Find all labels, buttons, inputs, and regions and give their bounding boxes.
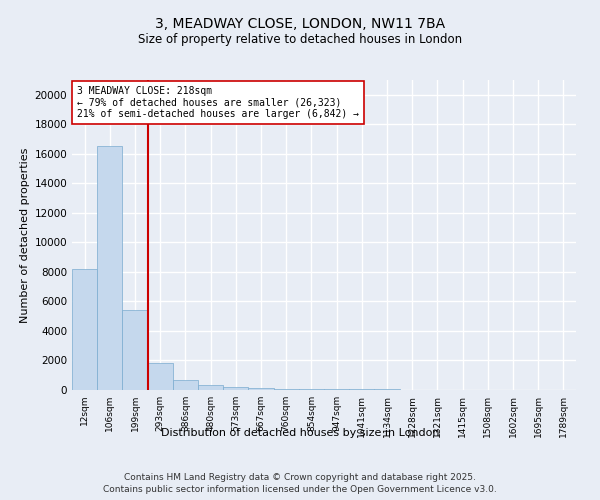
Text: Contains HM Land Registry data © Crown copyright and database right 2025.: Contains HM Land Registry data © Crown c…: [124, 472, 476, 482]
Bar: [223, 387, 248, 390]
Bar: [248, 388, 274, 390]
Text: Size of property relative to detached houses in London: Size of property relative to detached ho…: [138, 32, 462, 46]
Text: 3 MEADWAY CLOSE: 218sqm
← 79% of detached houses are smaller (26,323)
21% of sem: 3 MEADWAY CLOSE: 218sqm ← 79% of detache…: [77, 86, 359, 120]
Bar: [324, 389, 349, 390]
Bar: [299, 389, 324, 390]
Bar: [148, 362, 173, 390]
Text: 3, MEADWAY CLOSE, LONDON, NW11 7BA: 3, MEADWAY CLOSE, LONDON, NW11 7BA: [155, 18, 445, 32]
Bar: [122, 310, 148, 390]
Bar: [198, 386, 223, 390]
Bar: [72, 269, 97, 390]
Text: Distribution of detached houses by size in London: Distribution of detached houses by size …: [161, 428, 439, 438]
Text: Contains public sector information licensed under the Open Government Licence v3: Contains public sector information licen…: [103, 485, 497, 494]
Y-axis label: Number of detached properties: Number of detached properties: [20, 148, 30, 322]
Bar: [173, 380, 198, 390]
Bar: [97, 146, 122, 390]
Bar: [274, 388, 299, 390]
